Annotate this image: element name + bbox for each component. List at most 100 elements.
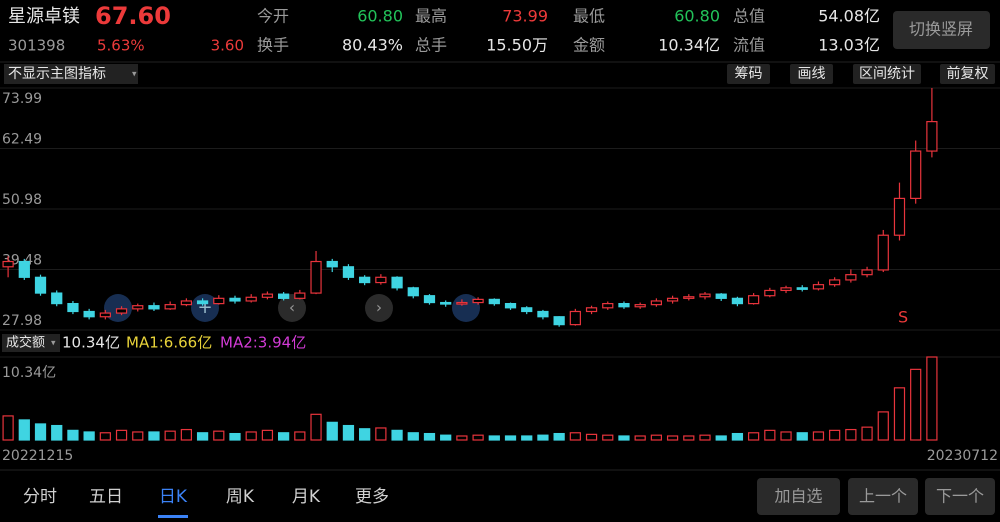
candle-body	[829, 279, 841, 286]
candle-body	[553, 316, 565, 326]
tab[interactable]: 月K	[292, 487, 321, 507]
v-tick-label: 10.34亿	[2, 365, 56, 381]
volume-bar	[893, 387, 906, 441]
ma1: MA1:6.66亿	[126, 334, 212, 352]
candle-body	[569, 310, 581, 326]
volume-bar	[650, 434, 663, 441]
icon: +	[197, 297, 212, 318]
volume-bar	[715, 435, 727, 441]
volume-bar	[375, 427, 387, 441]
action-label: 加自选	[774, 487, 822, 506]
volume-bar	[34, 423, 47, 441]
action-label: 下一个	[936, 487, 984, 506]
candle-body	[277, 293, 290, 299]
tab[interactable]: 周K	[226, 487, 255, 507]
volume-bar	[67, 429, 79, 441]
volume-bar	[764, 429, 776, 441]
chart-buttons: + ‹ ›	[104, 294, 480, 322]
volume-bar	[618, 435, 630, 441]
prev[interactable]	[278, 294, 306, 322]
candle-body	[731, 297, 744, 305]
action-label: 上一个	[859, 487, 907, 506]
icon: ›	[376, 299, 382, 317]
icon: ‹	[289, 299, 295, 317]
x-tick-label: 20230712	[927, 448, 998, 464]
tab[interactable]: 五日	[89, 487, 123, 507]
volume-amount: 10.34亿	[62, 334, 120, 352]
candle-body	[196, 300, 209, 305]
candle-body	[294, 292, 306, 299]
tool-button[interactable]	[853, 64, 921, 84]
candle-body	[893, 197, 906, 236]
candle-body	[618, 302, 630, 308]
volume-bar	[359, 428, 371, 441]
volume-bar	[132, 431, 144, 441]
ma2: MA2:3.94亿	[220, 334, 306, 352]
rotate-button[interactable]	[893, 11, 990, 49]
volume-bar	[472, 434, 484, 441]
action-button[interactable]	[757, 478, 840, 515]
candle-body	[164, 304, 176, 310]
candle-body	[83, 310, 95, 318]
volume-bar	[699, 434, 711, 441]
y-tick-label: 27.98	[2, 313, 42, 329]
volume-bar	[407, 432, 419, 441]
tool-button[interactable]	[727, 64, 770, 84]
action-button[interactable]	[848, 478, 918, 515]
candle-body	[67, 302, 79, 313]
volume-bar	[812, 431, 825, 441]
volume-bar	[391, 429, 403, 441]
field-label: 换手	[257, 36, 289, 55]
expand[interactable]	[452, 294, 480, 322]
candle-body	[699, 293, 711, 298]
volume-bar	[553, 432, 565, 441]
candle-body	[861, 269, 873, 276]
volume-bar	[423, 432, 436, 441]
field-label: 总手	[415, 36, 447, 55]
tool-button-label: 筹码	[735, 65, 763, 82]
candle-body	[456, 301, 468, 305]
tool-button[interactable]	[940, 64, 995, 84]
candle-body	[845, 274, 857, 281]
volume-bar	[910, 368, 922, 441]
candle-body	[812, 284, 825, 290]
candle-body	[634, 304, 646, 308]
volume-bar	[877, 411, 889, 441]
field-value: 60.80	[674, 7, 720, 26]
tab[interactable]: 分时	[23, 487, 57, 507]
volume-bar	[229, 432, 241, 441]
tool-button[interactable]	[790, 64, 833, 84]
button[interactable]	[104, 294, 132, 322]
volume-bar	[666, 435, 679, 441]
candle-body	[926, 121, 938, 152]
candle-body	[910, 150, 922, 200]
candle-body	[877, 234, 889, 271]
indicator-select[interactable]	[4, 64, 138, 84]
dropdown-arrow: ▾	[51, 339, 56, 349]
volume-select[interactable]	[2, 334, 60, 352]
field-label: 流值	[733, 36, 765, 55]
volume-bar	[569, 432, 581, 441]
volume-bar	[115, 429, 128, 441]
signal: S	[898, 308, 908, 327]
volume-bar	[488, 435, 500, 441]
volume-bar	[537, 434, 549, 441]
candle-body	[650, 300, 663, 306]
rotate-label: 切换竖屏	[909, 20, 973, 39]
action-button[interactable]	[925, 478, 995, 515]
candle-body	[407, 287, 419, 297]
candle-body	[2, 260, 14, 268]
volume-bar	[164, 430, 176, 441]
candle-body	[99, 312, 111, 318]
volume-bar	[861, 426, 873, 441]
candle-body	[585, 307, 598, 313]
candle-body	[488, 298, 500, 305]
tab[interactable]: 更多	[355, 487, 389, 507]
volume-bar	[780, 431, 792, 441]
field-value: 54.08亿	[818, 7, 880, 26]
next[interactable]	[365, 294, 393, 322]
tab[interactable]: 日K	[159, 487, 188, 507]
field-label: 最低	[573, 7, 605, 26]
field-value: 10.34亿	[658, 36, 720, 55]
